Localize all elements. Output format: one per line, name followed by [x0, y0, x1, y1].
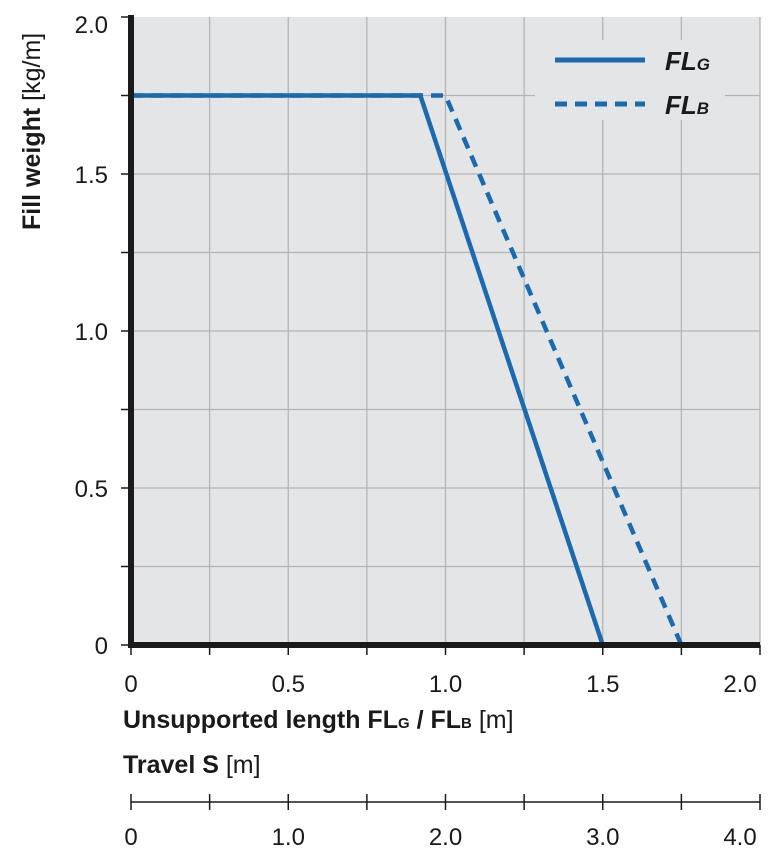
x-tick-label: 2.0	[723, 671, 756, 698]
x-tick-label: 1.5	[586, 671, 619, 698]
travel-tick-label: 3.0	[586, 824, 619, 851]
legend-background	[535, 40, 725, 120]
y-tick-label: 1.5	[75, 162, 108, 189]
y-tick-label: 2.0	[75, 12, 108, 39]
y-tick-label: 0	[95, 633, 108, 660]
x-axis-label: Unsupported length FLG / FLB [m]	[123, 706, 514, 734]
legend: FLG FLB	[555, 46, 710, 120]
x-tick-label: 0.5	[272, 671, 305, 698]
legend-fl-g: FLG	[665, 46, 710, 76]
series-line-fl-b	[131, 93, 684, 646]
x-tick-label: 0	[124, 671, 137, 698]
y-tick-label: 0.5	[75, 476, 108, 503]
travel-tick-label: 4.0	[723, 824, 756, 851]
travel-tick-label: 0	[124, 824, 137, 851]
travel-tick-label: 2.0	[429, 824, 462, 851]
x-tick-label: 1.0	[429, 671, 462, 698]
y-axis-label: Fill weight [kg/m]	[18, 33, 46, 230]
travel-axis-label: Travel S [m]	[123, 751, 261, 779]
y-tick-label: 1.0	[75, 319, 108, 346]
legend-fl-b: FLB	[665, 90, 709, 120]
travel-tick-label: 1.0	[272, 824, 305, 851]
